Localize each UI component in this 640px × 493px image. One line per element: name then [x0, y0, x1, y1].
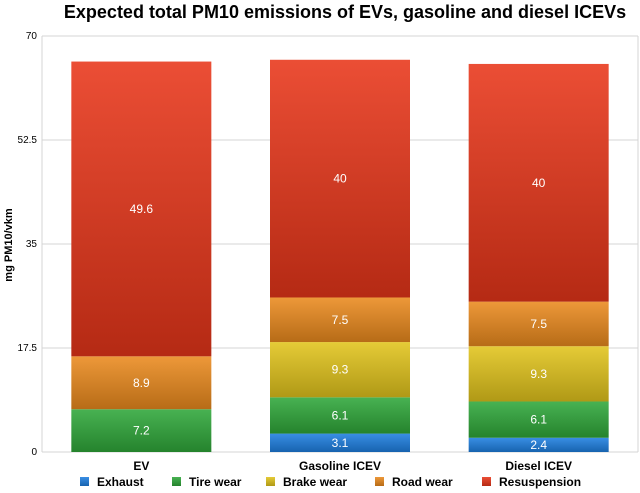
bar-segment-resuspension	[71, 61, 212, 357]
y-tick-label: 35	[26, 239, 38, 250]
bar-segment-tire-wear	[71, 409, 212, 452]
legend: Exhaust Tire wear Brake wear Road wear Resus…	[80, 475, 581, 489]
bar-segment-brake-wear	[270, 342, 410, 398]
y-tick-label: 0	[31, 447, 37, 458]
y-axis-ticks: 0 17.5 35 52.5 70	[18, 31, 38, 458]
y-axis-label: mg PM10/vkm	[3, 208, 15, 282]
legend-swatch	[266, 477, 275, 486]
bar-segment-resuspension	[270, 59, 410, 298]
y-tick-label: 70	[26, 31, 38, 42]
bars: 7.2 8.9 49.6 3.1 6.1 9.3 7.5 40 2.4 6.1 9.3 7.5 40	[71, 59, 609, 452]
bar-segment-tire-wear	[270, 397, 410, 434]
legend-label: Resuspension	[499, 475, 581, 489]
bar-segment-exhaust	[270, 433, 410, 452]
y-tick-label: 52.5	[18, 135, 38, 146]
legend-label: Tire wear	[189, 475, 242, 489]
data-label: 9.3	[530, 367, 547, 381]
legend-swatch	[80, 477, 89, 486]
x-axis-categories: EV Gasoline ICEV Diesel ICEV	[133, 459, 572, 473]
legend-label: Exhaust	[97, 475, 144, 489]
data-label: 7.5	[332, 313, 349, 327]
data-label: 7.5	[530, 317, 547, 331]
bar-segment-road-wear	[468, 301, 609, 347]
data-label: 9.3	[332, 363, 349, 377]
data-label: 40	[532, 176, 546, 190]
category-label: Diesel ICEV	[505, 459, 572, 473]
legend-label: Brake wear	[283, 475, 347, 489]
legend-swatch	[172, 477, 181, 486]
bar-segment-tire-wear	[468, 401, 609, 438]
bar-segment-road-wear	[270, 297, 410, 343]
data-label: 8.9	[133, 376, 150, 390]
bar-segment-brake-wear	[468, 346, 609, 402]
data-label: 49.6	[130, 202, 154, 216]
data-label: 2.4	[530, 438, 547, 452]
legend-swatch	[375, 477, 384, 486]
data-label: 6.1	[530, 413, 547, 427]
data-label: 7.2	[133, 424, 150, 438]
category-label: Gasoline ICEV	[299, 459, 381, 473]
bar-segment-road-wear	[71, 356, 212, 410]
chart-title: Expected total PM10 emissions of EVs, ga…	[64, 2, 626, 22]
legend-label: Road wear	[392, 475, 453, 489]
y-tick-label: 17.5	[18, 343, 38, 354]
bar-segment-resuspension	[468, 63, 609, 302]
data-label: 3.1	[332, 436, 349, 450]
data-label: 40	[333, 172, 347, 186]
category-label: EV	[133, 459, 149, 473]
bar-segment-exhaust	[468, 437, 609, 452]
data-label: 6.1	[332, 408, 349, 422]
legend-swatch	[482, 477, 491, 486]
